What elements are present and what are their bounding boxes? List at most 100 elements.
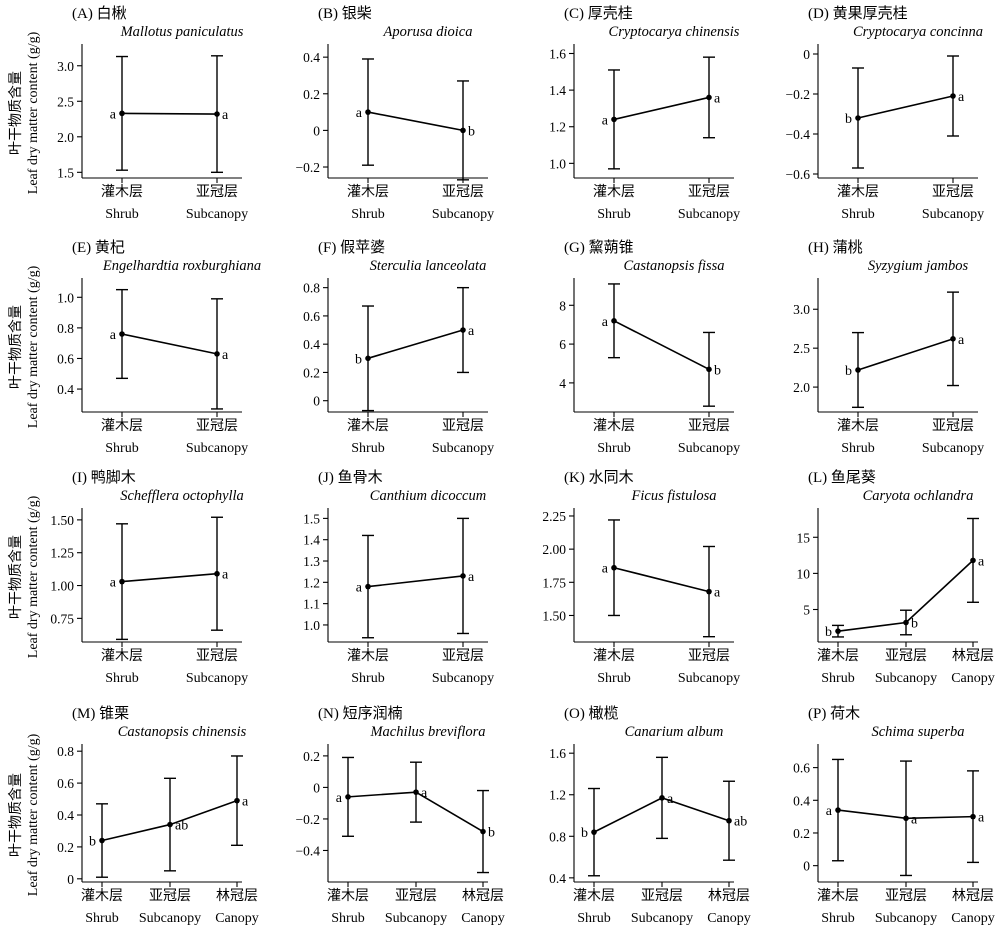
y-tick-label: −0.6 [786, 167, 811, 182]
species-name: Aporusa dioica [382, 24, 472, 40]
y-tick-label: 1.5 [303, 511, 320, 526]
y-tick-label: 0.2 [303, 365, 320, 380]
series-line [613, 566, 710, 593]
data-point [234, 797, 240, 804]
y-tick-label: 0.4 [303, 50, 320, 65]
category-label-cn: 灌木层 [101, 184, 143, 200]
data-point [950, 336, 956, 342]
panel-title: (P) 荷木 [808, 705, 860, 722]
panel-d: (D) 黄果厚壳桂 Cryptocarya concinna −0.6 −0.4 −0.… [786, 5, 985, 222]
panel-e: (E) 黄杞 Engelhardtia roxburghiana 0.4 0.6 0.8… [57, 239, 261, 456]
y-tick-label: 2.0 [57, 130, 74, 145]
panel-title: (M) 锥栗 [72, 705, 129, 722]
y-tick-label: 3.0 [57, 59, 74, 74]
data-point [726, 817, 732, 824]
y-tick-label: 10 [797, 566, 811, 581]
data-point [903, 619, 909, 626]
y-tick-label: −0.4 [786, 127, 811, 142]
category-label-en: Subcanopy [678, 671, 740, 686]
category-label-en: Shrub [577, 911, 610, 926]
y-axis-label-en: Leaf dry matter content (g/g) [26, 733, 41, 896]
y-tick-label: 1.6 [549, 746, 566, 761]
y-tick-label: 1.1 [303, 597, 320, 612]
y-tick-label: 0.75 [50, 611, 74, 626]
y-tick-label: 2.5 [793, 341, 810, 356]
y-tick-label: 1.4 [549, 83, 566, 98]
data-point [345, 794, 351, 800]
significance-letter: b [845, 112, 852, 127]
category-label-cn: 亚冠层 [688, 419, 730, 434]
category-label-cn: 林冠层 [216, 888, 258, 904]
species-name: Schefflera octophylla [120, 488, 244, 504]
data-point [365, 109, 371, 115]
category-label-en: Shrub [597, 207, 630, 222]
y-axis-label-row-4: 叶干物质含量 Leaf dry matter content (g/g) [8, 733, 41, 896]
category-label-en: Canopy [951, 671, 995, 686]
data-point [835, 628, 841, 634]
significance-letter: b [825, 625, 832, 640]
data-point [167, 821, 173, 828]
data-point [970, 813, 976, 820]
species-name: Cryptocarya chinensis [609, 24, 740, 40]
y-tick-label: 2.25 [542, 509, 566, 524]
category-label-cn: 林冠层 [462, 888, 504, 904]
data-point [706, 94, 712, 101]
data-point [970, 557, 976, 564]
y-tick-label: 1.50 [50, 513, 74, 528]
data-point [413, 789, 419, 795]
category-label-en: Subcanopy [922, 441, 984, 456]
panel-title: (G) 黧蒴锥 [564, 239, 634, 256]
panel-j: (J) 鱼骨木 Canthium dicoccum 1.0 1.1 1.2 1.3 1.4 1… [303, 468, 494, 686]
category-label-en: Subcanopy [186, 441, 248, 456]
species-name: Syzygium jambos [868, 258, 969, 274]
panel-c: (C) 厚壳桂 Cryptocarya chinensis 1.0 1.2 1.4 1.6… [549, 5, 740, 222]
significance-letter: a [714, 586, 721, 601]
category-label-cn: 亚冠层 [932, 419, 974, 434]
y-tick-label: 0 [803, 859, 810, 874]
y-tick-label: 0.4 [793, 793, 810, 808]
category-label-cn: 灌木层 [817, 648, 859, 664]
y-tick-label: 5 [803, 603, 810, 618]
data-point [365, 583, 371, 590]
significance-letter: a [602, 113, 609, 128]
series-line [367, 575, 464, 588]
panel-title: (E) 黄杞 [72, 239, 125, 256]
y-tick-label: 1.5 [57, 165, 74, 180]
y-tick-label: 0.8 [303, 281, 320, 296]
significance-letter: a [222, 568, 229, 583]
significance-letter: a [242, 795, 249, 810]
category-label-cn: 灌木层 [347, 418, 389, 434]
species-name: Engelhardtia roxburghiana [102, 258, 261, 274]
series-line [121, 112, 218, 115]
y-tick-label: 1.2 [549, 788, 566, 803]
significance-letter: a [602, 562, 609, 577]
category-label-cn: 亚冠层 [196, 185, 238, 200]
significance-letter: a [222, 348, 229, 363]
category-label-en: Subcanopy [139, 911, 201, 926]
significance-letter: a [978, 554, 985, 569]
category-label-en: Subcanopy [875, 671, 937, 686]
y-tick-label: −0.4 [296, 843, 321, 858]
species-name: Caryota ochlandra [863, 488, 974, 504]
significance-letter: b [89, 835, 96, 850]
category-label-cn: 灌木层 [81, 888, 123, 904]
category-label-en: Subcanopy [432, 441, 494, 456]
y-tick-label: 0.6 [57, 776, 74, 791]
data-point [611, 318, 617, 324]
y-tick-label: 0.4 [303, 337, 320, 352]
category-label-en: Shrub [105, 207, 138, 222]
panel-title: (I) 鸭脚木 [72, 469, 136, 486]
category-label-en: Shrub [85, 911, 118, 926]
data-point [855, 367, 861, 373]
category-label-cn: 亚冠层 [641, 889, 683, 904]
significance-letter: b [911, 617, 918, 632]
y-tick-label: 1.25 [50, 546, 74, 561]
category-label-cn: 亚冠层 [442, 185, 484, 200]
y-axis-label-en: Leaf dry matter content (g/g) [26, 495, 41, 658]
data-point [706, 588, 712, 595]
category-label-cn: 灌木层 [593, 648, 635, 664]
y-tick-label: 0 [67, 872, 74, 887]
panel-title: (K) 水同木 [564, 469, 634, 486]
category-label-en: Subcanopy [186, 207, 248, 222]
y-tick-label: 1.0 [303, 618, 320, 633]
